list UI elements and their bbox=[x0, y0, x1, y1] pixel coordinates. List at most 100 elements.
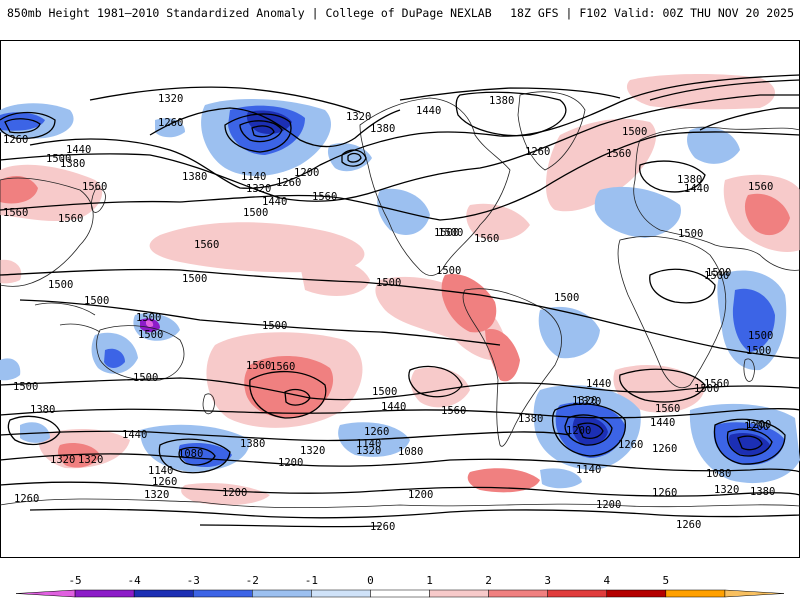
contour-label: 1440 bbox=[262, 196, 287, 208]
colorbar-tick-label: 1 bbox=[426, 574, 433, 587]
coastline-indonesia bbox=[34, 302, 101, 333]
contour-label: 1380 bbox=[489, 95, 514, 107]
contour-label: 1560 bbox=[704, 378, 729, 390]
contour-label: 1200 bbox=[566, 425, 591, 437]
colorbar-tick-label: -5 bbox=[68, 574, 81, 587]
contour-label: 1320 bbox=[346, 111, 371, 123]
contour-label: 1560 bbox=[474, 233, 499, 245]
contour-label: 1500 bbox=[554, 292, 579, 304]
contour-1320-nh bbox=[89, 86, 361, 113]
colorbar: -5 -4 -3 -2 -1 0 1 2 3 4 5 bbox=[15, 574, 785, 598]
anomaly-neg-region bbox=[178, 443, 232, 467]
contour-label: 1560 bbox=[606, 148, 631, 160]
coastline-madagascar bbox=[743, 358, 755, 382]
contour-label: 1500 bbox=[704, 270, 729, 282]
contour-label: 1500 bbox=[133, 372, 158, 384]
anomaly-neg-region bbox=[732, 288, 775, 352]
coastline-africa bbox=[617, 236, 727, 389]
contour-low-atlantic-nh-inner bbox=[4, 118, 41, 134]
contour-label: 1260 bbox=[525, 146, 550, 158]
contour-low-south-indian bbox=[713, 418, 786, 465]
coastline-south-america bbox=[462, 288, 562, 447]
contour-label: 1500 bbox=[182, 273, 207, 285]
contour-label: 1500 bbox=[678, 228, 703, 240]
contour-label: 1560 bbox=[82, 181, 107, 193]
contour-label: 1440 bbox=[381, 401, 406, 413]
anomaly-pos-region bbox=[181, 483, 270, 506]
contour-label: 1560 bbox=[58, 213, 83, 225]
colorbar-swatch bbox=[665, 589, 726, 598]
contour-label: 1320 bbox=[572, 395, 597, 407]
contour-label: 1500 bbox=[13, 381, 38, 393]
contour-label: 1500 bbox=[372, 386, 397, 398]
colorbar-tick-label: -4 bbox=[128, 574, 142, 587]
anomaly-pos-region bbox=[0, 259, 22, 284]
negative-anomaly-shading bbox=[0, 98, 800, 489]
contour-label: 1500 bbox=[376, 277, 401, 289]
colorbar-tick-label: -1 bbox=[305, 574, 318, 587]
contour-label: 1200 bbox=[596, 499, 621, 511]
contour-1380-south-pac bbox=[7, 415, 61, 446]
colorbar-tick-label: 0 bbox=[367, 574, 374, 587]
colorbar-swatch bbox=[488, 589, 548, 598]
colorbar-ticks: -5 -4 -3 -2 -1 0 1 2 3 4 5 bbox=[68, 574, 669, 587]
contour-label: 1380 bbox=[30, 404, 55, 416]
contour-label: 1140 bbox=[241, 171, 266, 183]
contour-1260-arctic bbox=[455, 91, 567, 137]
contour-label: 1560 bbox=[246, 360, 271, 372]
contour-label: 1200 bbox=[744, 421, 769, 433]
contour-label: 1200 bbox=[222, 487, 247, 499]
contour-low-south-indian-2 bbox=[726, 428, 773, 457]
anomaly-neg-region bbox=[155, 118, 185, 138]
contour-label: 1260 bbox=[3, 134, 28, 146]
contour-label: 1380 bbox=[182, 171, 207, 183]
coastline-greenland bbox=[517, 91, 586, 171]
contour-low-atlantic-nh bbox=[0, 111, 56, 140]
contour-label-layer: 1320 1260 1260 1440 1380 1320 1380 1440 … bbox=[3, 93, 775, 533]
colorbar-tick-label: -2 bbox=[246, 574, 259, 587]
contour-label: 1500 bbox=[706, 267, 731, 279]
anomaly-pos-region bbox=[744, 193, 790, 236]
contour-label: 1140 bbox=[148, 465, 173, 477]
colorbar-swatch bbox=[370, 589, 430, 598]
contour-1500-atl-sh bbox=[619, 368, 706, 403]
contour-1260-nh-east bbox=[699, 107, 800, 131]
anomaly-neg-region bbox=[538, 306, 600, 359]
contour-label: 1560 bbox=[655, 403, 680, 415]
contour-label: 1200 bbox=[278, 457, 303, 469]
contour-low-south-atlantic-2 bbox=[564, 414, 613, 446]
colorbar-swatch bbox=[311, 589, 371, 598]
contour-low-gulf bbox=[341, 149, 367, 167]
contour-label: 1260 bbox=[652, 487, 677, 499]
anomaly-pos-region bbox=[467, 468, 540, 493]
contour-low-gulf-inner bbox=[347, 152, 362, 163]
contour-1500-sh bbox=[0, 377, 800, 401]
colorbar-swatch bbox=[15, 589, 76, 598]
contour-label: 1440 bbox=[416, 105, 441, 117]
contour-label: 1320 bbox=[300, 445, 325, 457]
contour-label: 1320 bbox=[246, 183, 271, 195]
contour-label: 1500 bbox=[694, 383, 719, 395]
colorbar-swatch bbox=[133, 589, 194, 598]
contour-label: 1080 bbox=[398, 446, 423, 458]
colorbar-swatch bbox=[192, 589, 253, 598]
contour-1500-nh bbox=[0, 94, 800, 202]
anomaly-neg-region bbox=[104, 348, 125, 368]
colorbar-swatch bbox=[606, 589, 667, 598]
coastline-north-america bbox=[359, 97, 511, 276]
contour-label: 1500 bbox=[748, 330, 773, 342]
coastline-east-asia bbox=[0, 177, 94, 287]
contour-label: 1560 bbox=[194, 239, 219, 251]
contour-label: 1080 bbox=[706, 468, 731, 480]
contour-1380-east-eur bbox=[639, 160, 706, 193]
contour-label: 1320 bbox=[50, 454, 75, 466]
contour-label: 1380 bbox=[750, 486, 775, 498]
contour-1440-nh bbox=[29, 74, 800, 189]
contour-label: 1500 bbox=[46, 153, 71, 165]
contour-low-south-pacific-inner bbox=[178, 446, 216, 466]
colorbar-swatches bbox=[15, 589, 785, 598]
colorbar-swatch bbox=[724, 589, 785, 598]
anomaly-neg-region bbox=[540, 468, 582, 489]
contour-label: 1440 bbox=[684, 183, 709, 195]
anomaly-neg-region bbox=[728, 433, 770, 456]
